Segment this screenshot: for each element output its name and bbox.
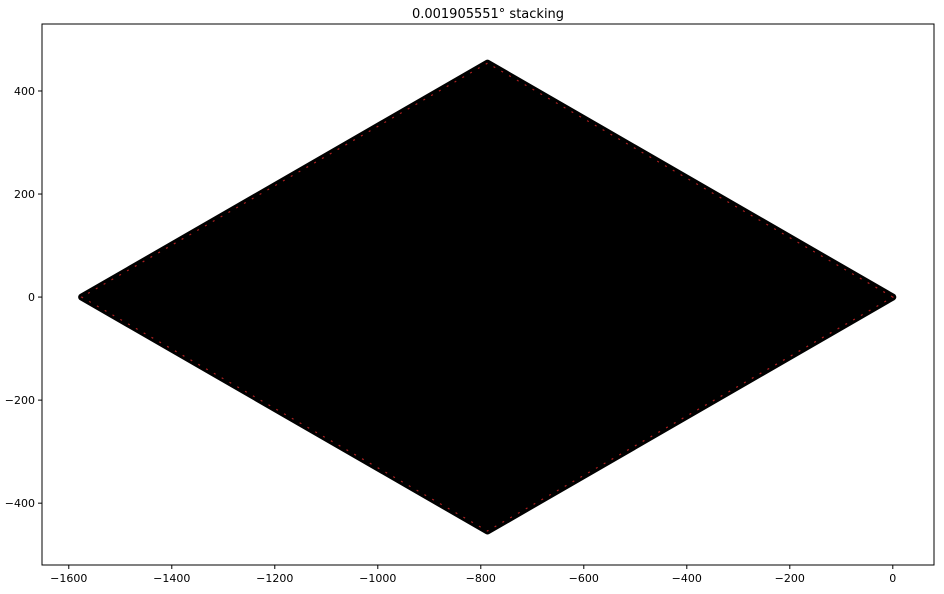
y-tick-label: 200 (14, 188, 35, 201)
x-tick-label: −1400 (153, 572, 190, 585)
x-tick-label: −1000 (359, 572, 396, 585)
y-axis-ticks: −400 −200 0 200 400 (5, 85, 42, 510)
plot-frame (41, 23, 935, 566)
x-tick-label: −400 (672, 572, 702, 585)
x-tick-label: −1200 (256, 572, 293, 585)
y-tick-label: 0 (28, 291, 35, 304)
x-tick-label: −600 (569, 572, 599, 585)
y-tick-label: −400 (5, 497, 35, 510)
y-tick-label: 400 (14, 85, 35, 98)
chart-marks (78, 59, 897, 535)
x-axis-ticks: −1600 −1400 −1200 −1000 −800 −600 −400 −200 0 (50, 565, 896, 585)
series-1-region (80, 62, 894, 532)
series-0-region (78, 59, 897, 535)
x-tick-label: −200 (775, 572, 805, 585)
x-tick-label: −800 (466, 572, 496, 585)
chart-title: 0.001905551° stacking (412, 7, 564, 22)
x-tick-label: −1600 (50, 572, 87, 585)
x-tick-label: 0 (889, 572, 896, 585)
y-tick-label: −200 (5, 394, 35, 407)
